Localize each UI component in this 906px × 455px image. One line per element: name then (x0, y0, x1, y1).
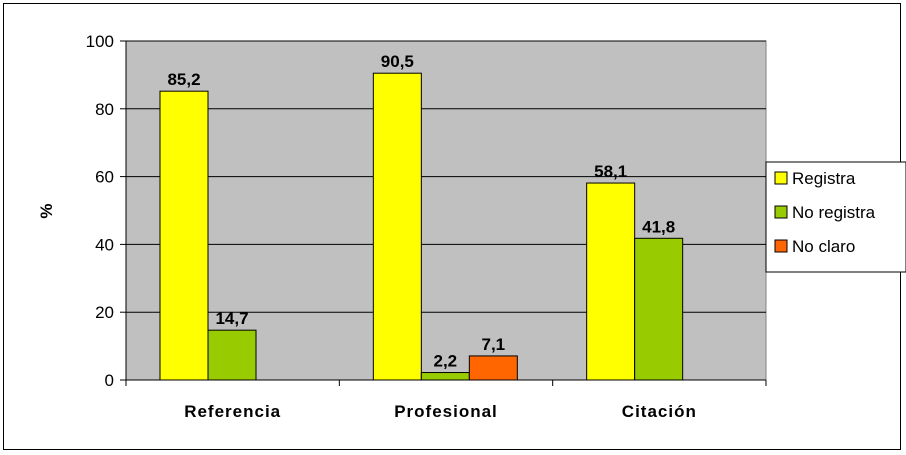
legend-swatch (774, 205, 788, 219)
data-label: 58,1 (594, 162, 627, 181)
y-tick-label: 60 (95, 168, 114, 187)
y-tick-label: 40 (95, 235, 114, 254)
y-axis-label: % (37, 203, 56, 218)
legend-label: Registra (792, 169, 856, 188)
bar (586, 182, 636, 381)
data-label: 41,8 (642, 217, 675, 236)
bar (207, 329, 257, 381)
x-axis-ticks: Referencia Profesional Citación (125, 380, 767, 421)
y-tick-label: 0 (105, 371, 114, 390)
category-label: Profesional (394, 402, 498, 421)
y-tick-label: 100 (86, 32, 114, 51)
data-labels: 85,2 14,7 90,5 2,2 7,1 58,1 41,8 (167, 52, 675, 370)
legend-box (765, 161, 906, 273)
category-label: Citación (622, 402, 697, 421)
data-label: 7,1 (482, 335, 506, 354)
legend-swatch (774, 239, 788, 253)
bar (468, 355, 518, 381)
y-axis-ticks: 0 20 40 60 80 100 (86, 32, 126, 390)
category-label: Referencia (184, 402, 281, 421)
data-label: 14,7 (215, 309, 248, 328)
legend-label: No registra (792, 203, 876, 222)
data-label: 2,2 (434, 352, 458, 371)
legend-swatch (774, 171, 788, 185)
bar (634, 237, 684, 381)
y-tick-label: 20 (95, 303, 114, 322)
gridlines (126, 40, 766, 313)
data-label: 90,5 (381, 52, 414, 71)
bar (420, 372, 470, 381)
data-label: 85,2 (167, 70, 200, 89)
y-tick-label: 80 (95, 100, 114, 119)
bar (159, 90, 209, 381)
legend-label: No claro (792, 237, 855, 256)
bars (159, 72, 684, 381)
legend: Registra No registra No claro (765, 161, 906, 273)
bar (372, 72, 422, 381)
